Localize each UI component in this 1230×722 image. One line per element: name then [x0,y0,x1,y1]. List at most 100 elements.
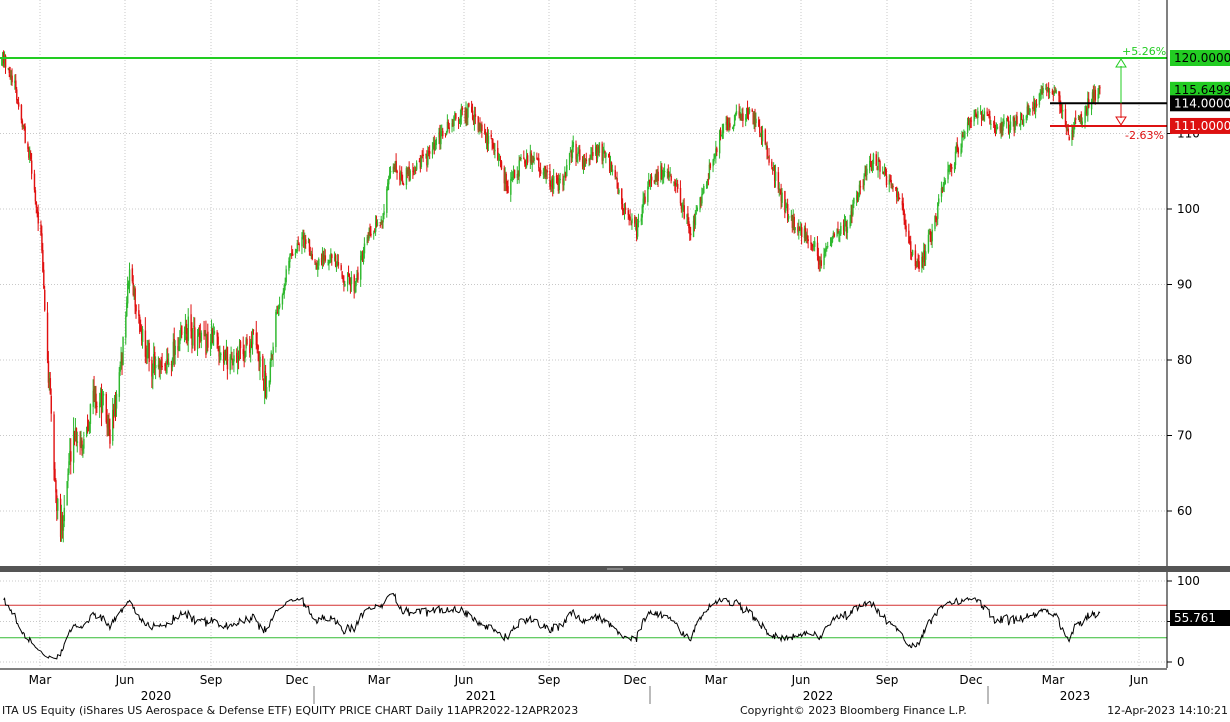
candle-body [383,211,385,215]
candle-body [480,126,482,133]
candle-body [605,152,607,158]
candle-body [256,344,259,348]
candle-body [27,143,29,149]
candle-body [55,480,57,493]
candle-body [21,120,24,127]
candle-body [510,179,512,195]
candle-body [1014,121,1016,130]
candle-body [145,355,148,358]
candle-body [168,362,170,366]
price-chart[interactable]: +5.26%-2.63% 60708090100110050100 115.64… [0,0,1230,704]
candle-body [714,155,716,157]
candle-body [942,184,945,191]
candle-body [655,173,657,182]
candle-body [608,153,610,157]
candle-body [570,151,573,158]
candle-body [604,150,606,158]
candle-body [585,159,588,162]
candle-body [931,229,933,242]
candle-body [930,232,932,243]
candle-body [879,161,881,172]
candle-body [144,330,147,357]
candle-body [637,220,640,223]
candle-body [669,174,671,176]
candle-body [1066,128,1069,130]
candle-body [251,329,254,345]
candle-body [96,406,98,407]
candle-body [993,121,996,132]
candle-body [598,142,601,153]
candle-body [357,272,359,280]
candle-body [784,190,786,213]
candle-body [642,198,644,208]
candle-body [631,218,633,224]
candle-body [849,221,851,227]
candle-body [125,316,127,338]
candle-body [288,260,290,271]
candle-body [349,283,352,286]
candle-body [367,236,369,238]
candle-body [211,328,214,343]
candle-body [663,171,665,179]
candle-body [512,171,515,178]
candle-body [707,179,710,181]
candle-body [478,123,480,130]
candle-body [702,193,704,195]
candle-body [1068,136,1070,141]
candle-body [271,354,273,357]
candle-body [686,214,688,218]
candle-body [536,157,538,159]
candle-body [823,253,825,266]
candle-body [170,363,173,365]
candle-body [105,394,107,422]
panel-separator[interactable] [0,566,1230,572]
candle-body [862,185,864,187]
candle-body [545,171,547,177]
candle-body [342,277,344,280]
candle-body [909,241,911,243]
candle-body [863,175,865,186]
candle-body [649,175,652,184]
candle-body [1091,92,1094,102]
candle-body [594,146,597,155]
target-lines[interactable]: +5.26% -2.63% [0,45,1167,142]
candle-body [154,364,157,369]
candle-body [1054,91,1056,93]
candle-body [694,212,697,226]
candle-body [787,204,789,221]
candle-body [734,113,737,117]
candle-body [191,328,193,346]
candle-body [830,240,833,247]
candle-body [553,176,555,189]
candle-body [641,206,644,218]
candle-body [859,186,862,188]
candle-body [980,113,983,120]
candle-body [949,164,951,170]
candle-body [772,167,774,171]
candle-body [1002,123,1004,131]
candle-body [1086,108,1088,114]
candle-body [407,168,410,174]
candle-body [324,255,327,261]
candle-body [81,440,83,451]
candle-body [1032,107,1034,109]
rsi-line [3,592,1101,660]
candle-body [46,312,49,360]
candle-body [8,68,11,74]
candle-body [1009,121,1012,130]
candle-body [178,346,180,351]
candle-body [344,284,346,287]
candle-body [816,242,819,256]
candle-body [1087,98,1089,116]
candle-body [272,346,274,355]
candle-body [334,255,337,266]
candle-body [212,333,215,346]
candle-body [706,179,709,184]
candle-body [187,316,190,341]
candle-body [328,262,330,264]
candle-body [505,173,507,185]
candle-body [2,52,4,59]
candle-body [295,249,298,253]
candle-body [232,361,234,363]
x-month-label: Mar [29,673,52,687]
